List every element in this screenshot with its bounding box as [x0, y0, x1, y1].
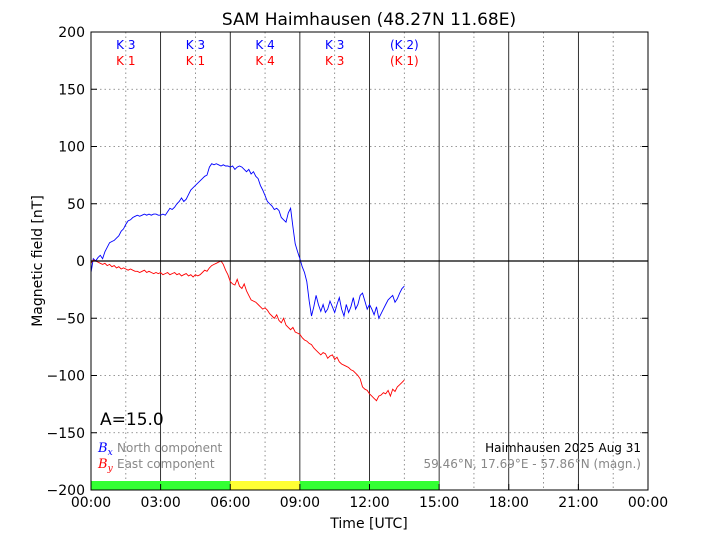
- k-index-x-label: (K 2): [390, 38, 419, 52]
- station-info-line2: 59.46°N, 17.69°E - 57.86°N (magn.): [424, 457, 641, 471]
- y-tick-label: −200: [47, 483, 85, 499]
- k-index-labels: K 3 K 1 K 3 K 1 K 4 K 4 K 3 K 3 (K 2) (K 1): [116, 38, 419, 68]
- x-tick-label: 00:00: [71, 495, 111, 511]
- legend-bx-label: North component: [117, 441, 223, 455]
- x-tick-label: 12:00: [349, 495, 389, 511]
- k-index-x-label: K 3: [186, 38, 205, 52]
- x-tick-label: 00:00: [628, 495, 668, 511]
- x-tick-label: 09:00: [280, 495, 320, 511]
- k-index-x-label: K 4: [255, 38, 274, 52]
- y-tick-label: 0: [76, 254, 85, 270]
- k-index-x-label: K 3: [325, 38, 344, 52]
- series-line-north: [90, 163, 405, 320]
- station-info-line1: Haimhausen 2025 Aug 31: [485, 441, 641, 455]
- y-tick-label: 50: [67, 197, 85, 213]
- x-axis-label: Time [UTC]: [329, 516, 407, 532]
- x-tick-label: 18:00: [489, 495, 529, 511]
- x-tick-label: 03:00: [140, 495, 180, 511]
- y-tick-label: 200: [58, 25, 85, 41]
- x-tick-label: 15:00: [419, 495, 459, 511]
- x-tick-label: 21:00: [558, 495, 598, 511]
- k-index-y-label: (K 1): [390, 54, 419, 68]
- k-index-y-label: K 4: [255, 54, 274, 68]
- chart-title: SAM Haimhausen (48.27N 11.68E): [222, 10, 516, 30]
- k-index-y-label: K 1: [116, 54, 135, 68]
- y-tick-label: −100: [47, 369, 85, 385]
- k-index-y-label: K 1: [186, 54, 205, 68]
- k-index-y-label: K 3: [325, 54, 344, 68]
- x-tick-label: 06:00: [210, 495, 250, 511]
- y-axis-label: Magnetic field [nT]: [30, 195, 46, 327]
- axis-ticks: 00:00 03:00 06:00 09:00 12:00 15:00 18:00 21:00…: [47, 25, 669, 511]
- y-tick-label: −150: [47, 426, 85, 442]
- legend-by-label: East component: [117, 457, 215, 471]
- activity-bar: [91, 481, 440, 490]
- y-tick-label: 150: [58, 82, 85, 98]
- activity-segment: [230, 481, 300, 490]
- legend: Bx North component By East component: [97, 441, 223, 474]
- y-tick-label: −50: [55, 311, 85, 327]
- series-line-east: [90, 259, 405, 402]
- a-index-label: A=15.0: [100, 410, 164, 430]
- series-lines: [90, 163, 405, 402]
- y-tick-label: 100: [58, 140, 85, 156]
- k-index-x-label: K 3: [116, 38, 135, 52]
